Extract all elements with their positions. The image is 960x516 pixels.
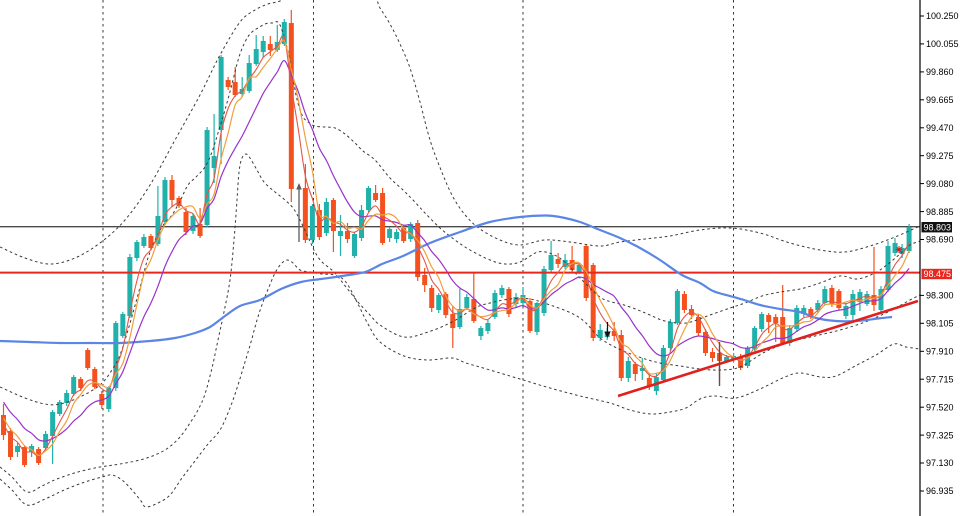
svg-text:99.665: 99.665 xyxy=(926,95,954,105)
svg-text:97.130: 97.130 xyxy=(926,458,954,468)
svg-text:100.055: 100.055 xyxy=(926,39,959,49)
svg-text:98.475: 98.475 xyxy=(924,269,952,279)
svg-text:99.080: 99.080 xyxy=(926,179,954,189)
svg-text:97.520: 97.520 xyxy=(926,402,954,412)
svg-text:97.325: 97.325 xyxy=(926,430,954,440)
svg-text:96.935: 96.935 xyxy=(926,486,954,496)
svg-text:98.105: 98.105 xyxy=(926,319,954,329)
svg-text:99.860: 99.860 xyxy=(926,67,954,77)
svg-text:99.470: 99.470 xyxy=(926,123,954,133)
svg-text:98.690: 98.690 xyxy=(926,235,954,245)
svg-text:98.300: 98.300 xyxy=(926,291,954,301)
svg-text:97.715: 97.715 xyxy=(926,374,954,384)
svg-text:98.885: 98.885 xyxy=(926,207,954,217)
svg-text:97.910: 97.910 xyxy=(926,347,954,357)
svg-text:99.275: 99.275 xyxy=(926,151,954,161)
svg-text:100.250: 100.250 xyxy=(926,11,959,21)
svg-text:98.803: 98.803 xyxy=(924,222,952,232)
